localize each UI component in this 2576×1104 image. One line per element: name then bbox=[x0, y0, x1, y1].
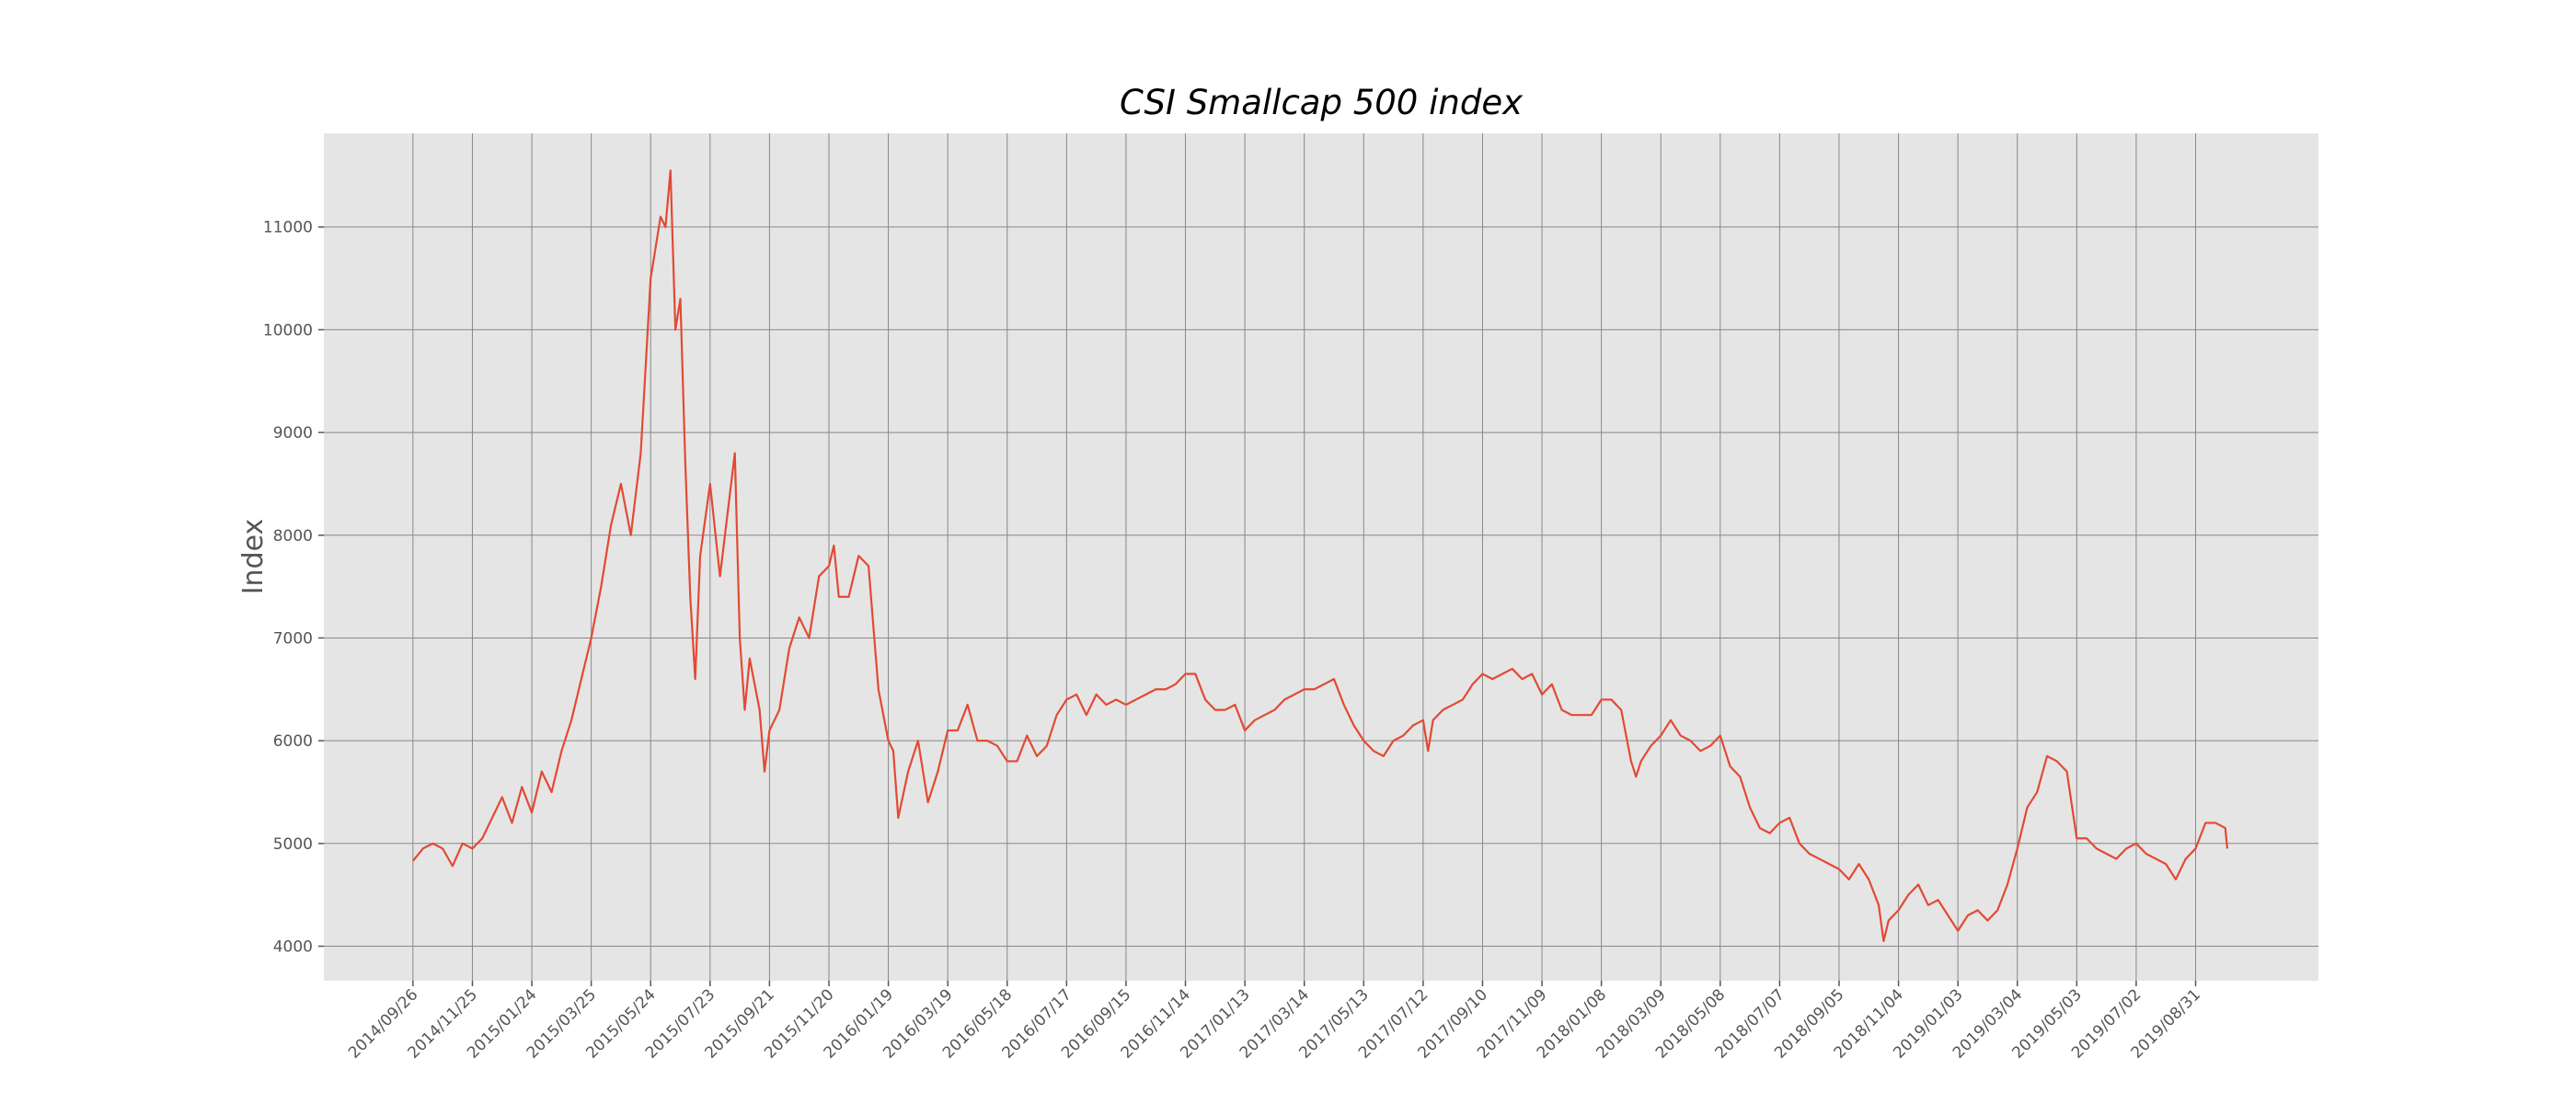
y-axis-label: Index bbox=[237, 519, 270, 595]
chart-title: CSI Smallcap 500 index bbox=[1120, 83, 1524, 122]
plot-area bbox=[324, 133, 2318, 981]
y-tick-label: 9000 bbox=[273, 424, 313, 443]
y-tick-label: 5000 bbox=[273, 835, 313, 854]
y-tick-label: 11000 bbox=[263, 219, 313, 237]
series-line bbox=[412, 169, 2229, 942]
y-tick-label: 4000 bbox=[273, 937, 313, 956]
marks bbox=[412, 169, 2229, 942]
y-tick-label: 8000 bbox=[273, 527, 313, 546]
y-tick-label: 6000 bbox=[273, 732, 313, 751]
y-tick-label: 7000 bbox=[273, 629, 313, 648]
y-tick-label: 10000 bbox=[263, 321, 313, 339]
